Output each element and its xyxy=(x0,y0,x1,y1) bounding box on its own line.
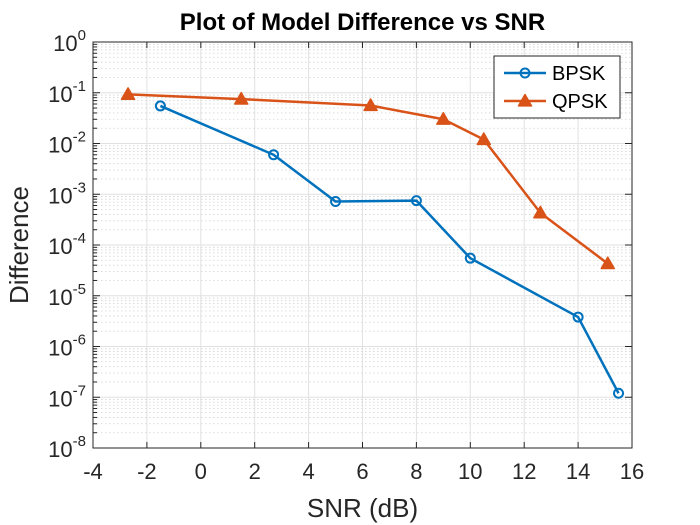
y-tick-base: 10 xyxy=(48,285,72,310)
data-point-qpsk xyxy=(233,91,249,105)
x-tick-label: -4 xyxy=(83,459,103,484)
data-point-qpsk xyxy=(476,132,492,146)
y-tick-base: 10 xyxy=(48,234,72,259)
y-tick-base: 10 xyxy=(48,386,72,411)
data-point-bpsk xyxy=(613,387,625,399)
y-tick-exponent: -2 xyxy=(73,129,86,146)
data-point-qpsk xyxy=(533,205,548,219)
y-tick-base: 10 xyxy=(48,133,72,158)
y-tick-label: 10-7 xyxy=(48,382,86,411)
y-tick-exponent: -7 xyxy=(73,382,86,399)
y-tick-label: 10-2 xyxy=(48,129,86,158)
y-tick-exponent: -5 xyxy=(73,281,86,298)
x-tick-label: 6 xyxy=(356,459,368,484)
x-tick-label: 16 xyxy=(620,459,644,484)
data-point-qpsk xyxy=(120,87,136,100)
x-tick-label: 14 xyxy=(566,459,590,484)
y-tick-base: 10 xyxy=(48,437,72,462)
x-tick-label: 8 xyxy=(410,459,422,484)
y-tick-label: 10-4 xyxy=(48,230,86,259)
y-tick-exponent: -1 xyxy=(73,78,86,95)
y-tick-label: 10-3 xyxy=(48,179,86,208)
data-point-qpsk xyxy=(363,98,378,112)
chart-title: Plot of Model Difference vs SNR xyxy=(180,9,545,36)
data-point-qpsk xyxy=(436,112,451,125)
y-tick-label: 10-6 xyxy=(48,332,86,361)
legend-label-bpsk: BPSK xyxy=(552,63,606,85)
y-tick-label: 10-1 xyxy=(48,78,86,107)
data-point-bpsk xyxy=(464,252,476,264)
legend-label-qpsk: QPSK xyxy=(552,91,608,113)
y-tick-label: 10-8 xyxy=(48,433,86,462)
x-tick-label: 12 xyxy=(512,459,536,484)
legend-marker-bpsk xyxy=(519,67,531,79)
legend-box xyxy=(493,55,621,119)
y-tick-label: 10-5 xyxy=(48,281,86,310)
data-point-bpsk xyxy=(268,149,280,161)
data-point-bpsk xyxy=(154,100,166,112)
x-tick-label: 10 xyxy=(458,459,482,484)
series-qpsk xyxy=(120,87,615,270)
series-line-bpsk xyxy=(159,104,620,394)
y-axis-label: Difference xyxy=(4,186,34,304)
y-tick-exponent: -4 xyxy=(73,230,86,247)
axis-ticks: -4 -2 0 2 4 6 8 10 12 14 1610-810-710-610-510-410-… xyxy=(48,27,644,484)
data-point-bpsk xyxy=(410,195,422,207)
data-point-bpsk xyxy=(330,195,342,207)
y-tick-base: 10 xyxy=(48,336,72,361)
x-tick-label: -2 xyxy=(137,459,157,484)
x-tick-label: 2 xyxy=(249,459,261,484)
x-axis-label: SNR (dB) xyxy=(307,493,418,523)
y-tick-exponent: 0 xyxy=(78,27,86,44)
y-tick-exponent: -6 xyxy=(73,332,86,349)
y-tick-base: 10 xyxy=(48,82,72,107)
legend: BPSK QPSK xyxy=(493,55,621,119)
y-tick-label: 100 xyxy=(53,27,86,56)
x-tick-label: 0 xyxy=(195,459,207,484)
series-layer xyxy=(120,87,625,399)
legend-marker-qpsk xyxy=(517,93,533,107)
y-tick-base: 10 xyxy=(53,31,77,56)
y-tick-base: 10 xyxy=(48,183,72,208)
series-bpsk xyxy=(154,100,625,399)
data-point-qpsk xyxy=(600,256,615,270)
x-tick-label: 4 xyxy=(302,459,314,484)
data-point-bpsk xyxy=(572,311,584,323)
y-tick-exponent: -3 xyxy=(73,179,86,196)
y-tick-exponent: -8 xyxy=(73,433,86,450)
